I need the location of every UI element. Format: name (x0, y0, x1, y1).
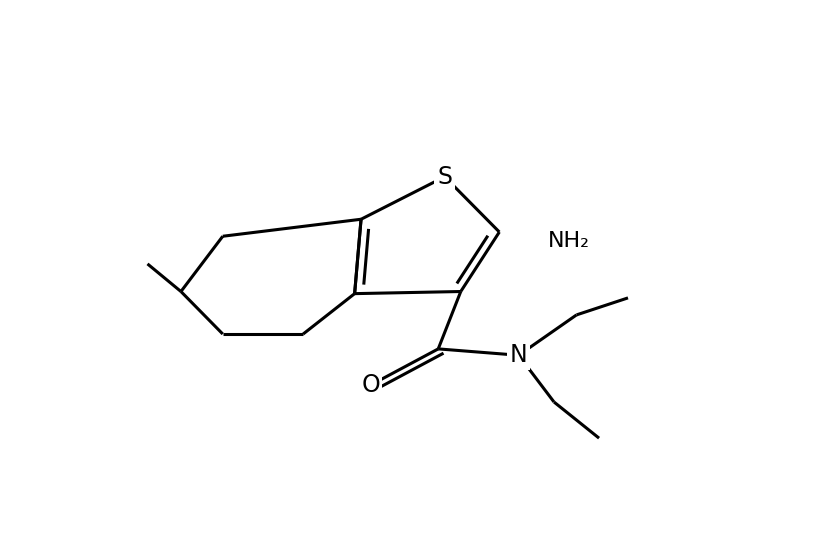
Text: O: O (361, 373, 380, 397)
Text: S: S (437, 164, 452, 189)
Text: NH₂: NH₂ (548, 231, 589, 251)
Text: N: N (510, 343, 528, 367)
